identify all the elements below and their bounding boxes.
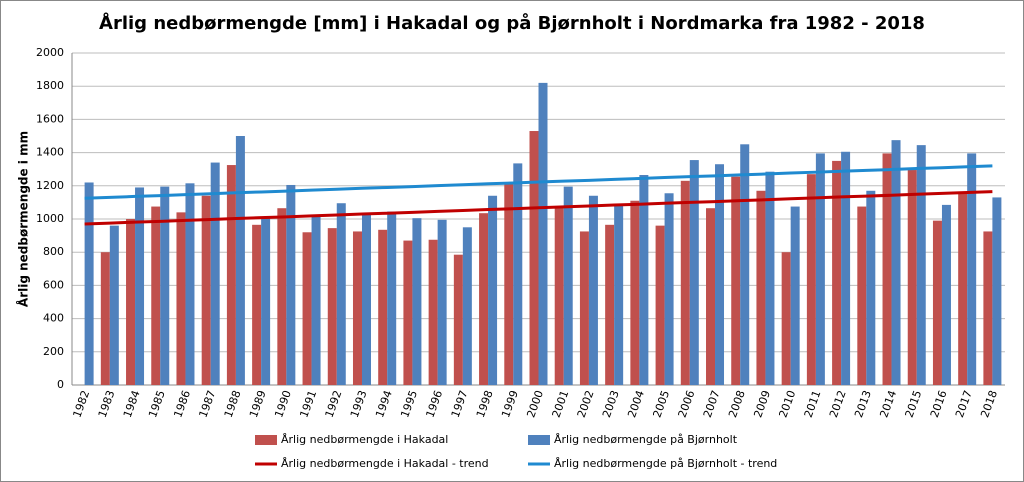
bar <box>967 153 977 385</box>
bar <box>664 193 674 385</box>
bar <box>361 214 371 385</box>
bar <box>488 195 498 385</box>
bar <box>554 206 564 385</box>
y-axis-label: Årlig nedbørmengde i mm <box>16 131 31 307</box>
bar <box>412 218 422 385</box>
bar <box>907 170 917 385</box>
bar <box>226 165 236 385</box>
bar <box>252 224 262 385</box>
bar <box>941 204 951 385</box>
bar <box>680 180 690 385</box>
bar <box>655 225 665 385</box>
bar <box>453 254 463 385</box>
bar <box>715 164 725 385</box>
bar <box>983 231 993 385</box>
bar <box>84 182 94 385</box>
bar <box>109 225 119 385</box>
bar <box>302 232 312 385</box>
bar <box>781 252 791 385</box>
bar <box>210 162 220 385</box>
bar <box>992 197 1002 385</box>
y-tick-label: 1000 <box>36 212 64 225</box>
bar <box>126 219 136 385</box>
bar <box>311 214 321 385</box>
legend-swatch <box>255 435 277 445</box>
trend-line <box>84 190 993 226</box>
bar <box>277 208 287 385</box>
y-tick-label: 1200 <box>36 179 64 192</box>
bar <box>378 229 388 385</box>
bar <box>286 184 296 385</box>
bar <box>579 231 589 385</box>
y-tick-label: 400 <box>43 312 64 325</box>
bar <box>756 190 766 385</box>
bar <box>327 228 337 385</box>
bar <box>479 213 489 385</box>
bar <box>866 190 876 385</box>
bar <box>932 220 942 385</box>
bar <box>630 200 640 385</box>
y-tick-label: 1600 <box>36 112 64 125</box>
bar <box>882 153 892 385</box>
bar <box>513 163 523 385</box>
chart-title: Årlig nedbørmengde [mm] i Hakadal og på … <box>99 11 925 34</box>
bar <box>428 239 438 385</box>
bar <box>403 240 413 385</box>
bar <box>529 131 539 385</box>
bar <box>806 174 816 385</box>
bar <box>504 184 514 385</box>
legend-label: Årlig nedbørmengde i Hakadal - trend <box>281 457 489 470</box>
bar <box>891 140 901 385</box>
bar <box>201 195 211 385</box>
bar <box>160 186 170 385</box>
bar <box>261 217 271 385</box>
y-tick-label: 800 <box>43 245 64 258</box>
bar <box>790 206 800 385</box>
bar <box>100 252 110 385</box>
legend-label: Årlig nedbørmengde på Bjørnholt <box>554 433 738 446</box>
bar <box>185 183 195 385</box>
bar <box>563 186 573 385</box>
y-tick-label: 1800 <box>36 79 64 92</box>
bar <box>588 195 598 385</box>
bar <box>916 145 926 385</box>
bar <box>706 208 716 385</box>
bar <box>336 203 346 385</box>
y-tick-label: 600 <box>43 278 64 291</box>
bar <box>731 176 741 385</box>
y-tick-label: 2000 <box>36 46 64 59</box>
bar <box>614 205 624 385</box>
y-tick-label: 0 <box>57 378 64 391</box>
bar <box>765 171 775 385</box>
y-tick-label: 200 <box>43 345 64 358</box>
bar <box>437 219 447 385</box>
bar <box>689 160 699 385</box>
y-tick-label: 1400 <box>36 146 64 159</box>
bar <box>352 231 362 385</box>
bar <box>815 153 825 385</box>
bar <box>135 187 145 385</box>
bar <box>740 144 750 385</box>
bar <box>151 206 161 385</box>
bar <box>832 160 842 385</box>
legend-label: Årlig nedbørmengde i Hakadal <box>281 433 448 446</box>
bar <box>841 151 851 385</box>
trend-line <box>84 164 993 200</box>
bar <box>538 82 548 385</box>
bar <box>639 175 649 385</box>
bar <box>235 136 245 385</box>
bar <box>176 212 186 385</box>
bar <box>387 211 397 385</box>
bar <box>857 206 867 385</box>
legend-swatch <box>528 435 550 445</box>
bar <box>605 224 615 385</box>
bar <box>462 227 472 385</box>
legend-label: Årlig nedbørmengde på Bjørnholt - trend <box>554 457 777 470</box>
bar <box>958 191 968 385</box>
